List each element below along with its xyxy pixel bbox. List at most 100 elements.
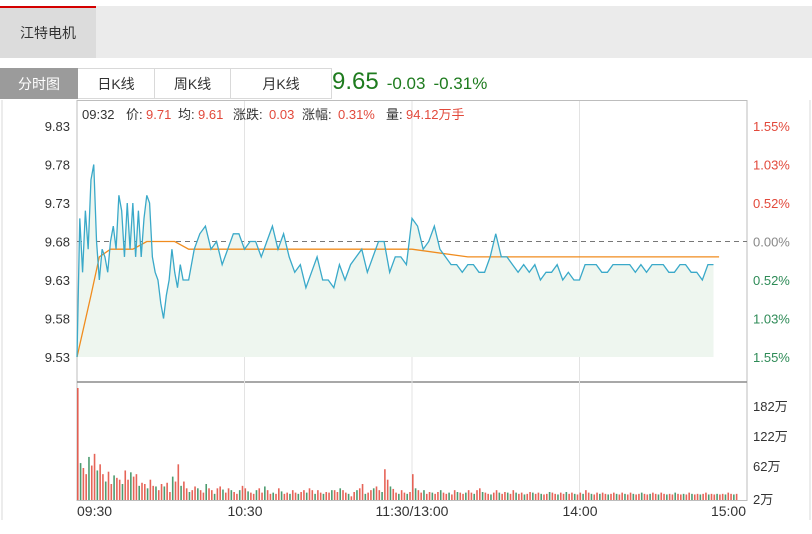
volume-bar: [102, 474, 104, 500]
volume-bar: [197, 488, 199, 500]
volume-bar: [389, 486, 392, 500]
volume-bar: [241, 485, 244, 500]
tab-intraday[interactable]: 分时图: [0, 68, 78, 99]
y-tick-left: 9.63: [45, 273, 70, 288]
volume-bar: [367, 492, 369, 500]
volume-bar: [194, 486, 196, 500]
volume-bar: [336, 492, 339, 500]
volume-bar: [280, 491, 283, 500]
x-tick: 15:00: [711, 503, 746, 519]
volume-bar: [88, 456, 90, 500]
volume-bar: [339, 488, 342, 500]
volume-bar: [719, 494, 721, 500]
tab-monthly-k[interactable]: 月K线: [231, 68, 332, 99]
volume-bar: [85, 474, 87, 500]
volume-bar: [222, 489, 224, 500]
volume-bar: [431, 492, 434, 500]
volume-bar: [568, 493, 570, 500]
volume-bar: [428, 492, 431, 500]
y-tick-right: 0.52%: [753, 196, 790, 211]
average-price-line: [76, 240, 720, 358]
info-change-label: 涨跌:: [233, 107, 263, 122]
volume-bar: [476, 490, 478, 500]
volume-bar: [319, 492, 322, 500]
volume-bar: [613, 492, 615, 500]
volume-bar: [155, 486, 157, 500]
volume-bar: [275, 493, 277, 500]
volume-bar: [138, 485, 141, 500]
volume-bar: [146, 488, 149, 500]
volume-bar: [118, 479, 121, 500]
volume-bar: [487, 493, 489, 500]
volume-bar: [479, 488, 481, 500]
volume-bar: [199, 490, 202, 500]
volume-bar: [467, 490, 470, 500]
volume-bar: [99, 464, 101, 500]
volume-bar: [157, 490, 160, 500]
volume-bar: [311, 490, 314, 500]
volume-bar: [685, 494, 688, 500]
volume-bar: [733, 494, 735, 500]
volume-bar: [573, 493, 576, 500]
volume-bar: [127, 479, 129, 500]
price-change-percent: -0.31%: [433, 74, 488, 93]
volume-bar: [707, 494, 710, 500]
volume-bar: [135, 474, 138, 500]
info-price: 9.71: [146, 107, 171, 122]
vol-tick: 182万: [753, 399, 788, 414]
volume-bar: [333, 490, 336, 500]
volume-bar: [730, 493, 732, 500]
volume-bar: [132, 476, 135, 500]
tab-weekly-k[interactable]: 周K线: [155, 68, 231, 99]
y-tick-left: 9.73: [45, 196, 70, 211]
volume-bar: [294, 492, 297, 500]
x-axis: 09:30 10:30 11:30/13:00 14:00 15:00: [77, 503, 746, 519]
volume-bar: [191, 490, 194, 500]
volume-bar: [518, 493, 520, 500]
volume-bar: [596, 492, 598, 500]
stock-tab[interactable]: 江特电机: [0, 6, 96, 58]
volume-bar: [202, 492, 205, 500]
volume-bar: [688, 492, 690, 500]
volume-bar: [735, 493, 738, 500]
info-amp: 0.31%: [338, 107, 375, 122]
volume-bar: [635, 494, 637, 500]
volume-bar: [398, 493, 400, 500]
volume-bar: [657, 494, 660, 500]
volume-bar: [255, 490, 258, 500]
volume-bar: [392, 488, 395, 500]
volume-bar: [130, 472, 132, 500]
volume-bar: [649, 493, 651, 500]
volume-bar: [180, 485, 182, 500]
volume-bar: [169, 492, 171, 500]
volume-bar: [565, 492, 568, 500]
period-tabs: 分时图 日K线 周K线 月K线: [0, 68, 332, 99]
volume-bar: [211, 490, 213, 500]
volume-bar: [693, 494, 696, 500]
volume-bar: [250, 492, 252, 500]
volume-bars: [77, 388, 738, 500]
volume-bar: [356, 490, 358, 500]
volume-bar: [406, 493, 409, 500]
y-tick-left: 9.78: [45, 158, 70, 173]
volume-bar: [420, 492, 422, 500]
volume-bar: [227, 488, 230, 500]
volume-bar: [247, 491, 249, 500]
x-tick: 10:30: [227, 503, 262, 519]
volume-bar: [506, 492, 509, 500]
volume-bar: [643, 493, 646, 500]
y-tick-right: 1.55%: [753, 119, 790, 134]
y-axis-right: 1.55% 1.03% 0.52% 0.00% 0.52% 1.03% 1.55…: [753, 119, 790, 365]
volume-bar: [621, 492, 623, 500]
price-line: [76, 164, 714, 358]
volume-bar: [456, 492, 459, 500]
tab-daily-k[interactable]: 日K线: [78, 68, 155, 99]
y-tick-right: 0.00%: [753, 235, 790, 250]
volume-bar: [331, 490, 333, 500]
volume-bar: [205, 484, 208, 500]
volume-bar: [610, 493, 612, 500]
y-tick-right: 0.52%: [753, 273, 790, 288]
volume-bar: [677, 493, 679, 500]
volume-bar: [585, 490, 587, 500]
volume-bar: [481, 492, 484, 500]
